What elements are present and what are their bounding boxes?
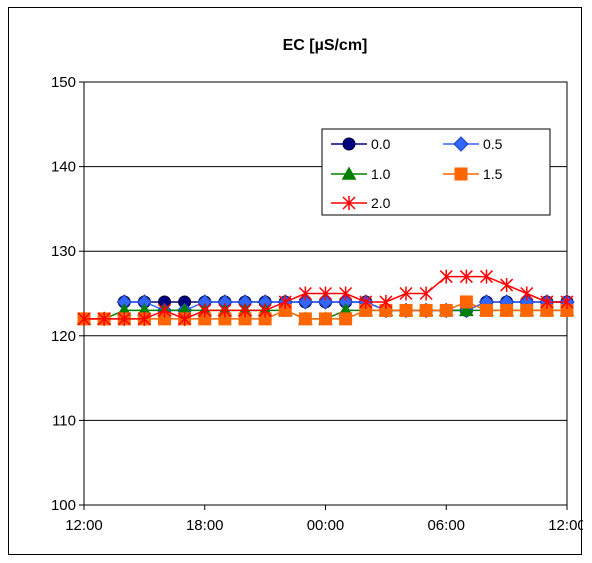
data-point-1.0-19 — [459, 302, 474, 317]
data-point-2.0-14 — [359, 294, 373, 309]
data-point-1.5-21 — [500, 303, 514, 317]
data-point-1.5-19 — [459, 295, 473, 309]
data-point-2.0-24 — [560, 294, 574, 309]
data-point-2.0-9 — [258, 303, 272, 318]
y-tick-label-100: 100 — [51, 497, 76, 514]
data-point-2.0-18 — [439, 269, 453, 284]
legend-marker-0.0 — [342, 137, 356, 151]
y-tick-label-150: 150 — [51, 74, 76, 91]
legend-entry-1.5: 1.5 — [443, 166, 503, 182]
chart-title: EC [µS/cm] — [283, 37, 368, 54]
legend-marker-1.0 — [341, 166, 357, 180]
legend-label-0.5: 0.5 — [483, 136, 503, 152]
data-point-2.0-22 — [520, 286, 534, 301]
data-point-1.5-22 — [520, 303, 534, 317]
series-2.0 — [77, 269, 574, 326]
legend-entry-0.5: 0.5 — [443, 136, 503, 152]
data-point-2.0-23 — [540, 294, 554, 309]
legend-marker-0.5 — [453, 136, 469, 152]
data-point-2.0-19 — [459, 269, 473, 284]
legend: 0.0 0.5 1.0 1.5 2.0 — [321, 128, 551, 216]
data-point-1.5-17 — [419, 303, 433, 317]
data-point-1.5-20 — [480, 303, 493, 317]
data-point-2.0-0 — [77, 311, 91, 326]
y-tick-label-140: 140 — [51, 159, 76, 176]
legend-entry-0.0: 0.0 — [331, 136, 391, 152]
data-point-1.5-11 — [298, 312, 312, 326]
legend-label-2.0: 2.0 — [371, 195, 391, 211]
data-point-2.0-6 — [198, 303, 212, 318]
x-tick-label-0: 12:00 — [65, 517, 103, 534]
x-tick-label-4: 12:00 — [548, 517, 583, 534]
data-point-2.0-12 — [318, 286, 333, 301]
legend-entry-2.0: 2.0 — [331, 195, 391, 211]
data-point-2.0-11 — [298, 286, 312, 301]
legend-marker-1.5 — [454, 167, 468, 181]
axis-ticks: 100 110 120 130 140 150 12:00 18:00 00:00 06:00 12… — [51, 74, 583, 534]
data-point-1.5-16 — [399, 303, 413, 317]
series-group — [76, 269, 575, 326]
data-point-1.5-12 — [319, 312, 332, 326]
data-point-2.0-17 — [419, 286, 433, 301]
data-point-1.5-18 — [439, 303, 453, 317]
x-tick-label-1: 18:00 — [186, 517, 224, 534]
data-point-2.0-21 — [500, 278, 514, 293]
data-point-2.0-15 — [379, 294, 393, 309]
data-point-2.0-5 — [178, 311, 192, 326]
x-tick-label-2: 00:00 — [307, 517, 345, 534]
data-point-2.0-7 — [218, 303, 232, 318]
data-point-2.0-13 — [339, 286, 353, 301]
data-point-2.0-10 — [278, 294, 292, 309]
data-point-2.0-1 — [97, 311, 111, 326]
legend-marker-2.0 — [342, 196, 356, 210]
data-point-2.0-20 — [479, 269, 494, 284]
legend-label-1.0: 1.0 — [371, 166, 391, 182]
y-tick-label-110: 110 — [52, 412, 76, 429]
legend-box — [321, 128, 551, 216]
data-point-1.5-13 — [339, 312, 353, 326]
data-point-2.0-8 — [238, 303, 252, 318]
data-point-0.5-10 — [317, 294, 334, 310]
data-point-2.0-16 — [399, 286, 413, 301]
data-point-2.0-3 — [137, 311, 151, 326]
legend-entry-1.0: 1.0 — [331, 166, 391, 182]
y-tick-label-130: 130 — [51, 243, 76, 260]
legend-label-0.0: 0.0 — [371, 136, 391, 152]
y-tick-label-120: 120 — [51, 328, 76, 345]
chart-svg: EC [µS/cm] 100 110 120 130 140 150 12:00 18:00 0… — [51, 37, 583, 534]
data-point-0.5-9 — [297, 294, 314, 310]
chart-frame: EC [µS/cm] 100 110 120 130 140 150 12:00 18:00 0… — [8, 7, 583, 555]
data-point-2.0-2 — [117, 311, 131, 326]
x-tick-label-3: 06:00 — [427, 517, 465, 534]
legend-label-1.5: 1.5 — [483, 166, 503, 182]
data-point-2.0-4 — [157, 303, 172, 318]
